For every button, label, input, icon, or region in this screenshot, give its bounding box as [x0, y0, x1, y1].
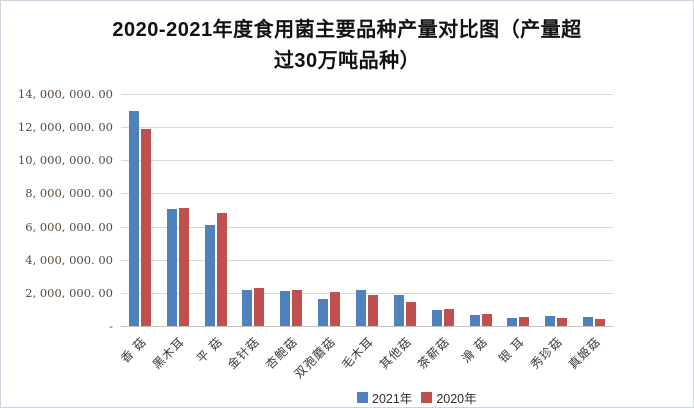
bar — [129, 111, 139, 326]
bar — [595, 319, 605, 326]
bar — [482, 314, 492, 326]
x-axis-label: 双孢蘑菇 — [291, 334, 339, 382]
gridline — [121, 94, 613, 95]
bar — [432, 310, 442, 326]
legend: 2021年 2020年 — [357, 388, 477, 407]
bar — [318, 299, 328, 326]
x-axis-label: 其他菇 — [376, 334, 415, 372]
x-axis-label: 毛木耳 — [338, 334, 377, 372]
gridline — [121, 193, 613, 194]
y-axis-label: 8, 000, 000. 00 — [25, 186, 113, 200]
y-axis-label: 2, 000, 000. 00 — [25, 286, 113, 300]
gridline — [121, 227, 613, 228]
y-axis-label: 14, 000, 000. 00 — [17, 87, 113, 101]
gridline — [121, 260, 613, 261]
bar — [444, 309, 454, 326]
x-axis-label: 黑木耳 — [149, 334, 188, 372]
gridline — [121, 160, 613, 161]
x-axis-label: 平 菇 — [193, 334, 226, 366]
bar — [242, 290, 252, 326]
legend-label: 2021年 — [372, 392, 413, 406]
bar — [507, 318, 517, 326]
gridline — [121, 127, 613, 128]
legend-label: 2020年 — [436, 392, 477, 406]
legend-item: 2020年 — [421, 388, 477, 407]
legend-swatch-icon — [357, 392, 368, 403]
bar — [557, 318, 567, 326]
x-axis-line — [121, 326, 613, 327]
x-axis-label: 秀珍菇 — [527, 334, 566, 372]
chart-title-line2: 过30万吨品种） — [273, 50, 421, 72]
x-axis-label: 金针菇 — [224, 334, 263, 372]
legend-item: 2021年 — [357, 388, 412, 407]
y-axis-label: - — [109, 319, 113, 333]
chart-title-line1: 2020-2021年度食用菌主要品种产量对比图（产量超 — [112, 19, 582, 41]
x-axis-label: 茶薪菇 — [414, 334, 453, 372]
bar — [519, 317, 529, 326]
bar — [254, 288, 264, 326]
y-axis-label: 10, 000, 000. 00 — [17, 153, 113, 167]
bar — [406, 302, 416, 326]
bar — [394, 295, 404, 326]
bar — [583, 317, 593, 326]
gridline — [121, 293, 613, 294]
x-axis-label: 真姬菇 — [565, 334, 604, 372]
bar — [470, 315, 480, 326]
bar — [330, 292, 340, 326]
bar — [356, 290, 366, 326]
bar — [205, 225, 215, 326]
bar — [280, 291, 290, 326]
bar — [167, 209, 177, 326]
bar — [179, 208, 189, 326]
bar — [217, 213, 227, 326]
bar — [545, 316, 555, 326]
x-axis-label: 滑 菇 — [458, 334, 491, 366]
legend-swatch-icon — [421, 392, 433, 403]
y-axis-label: 12, 000, 000. 00 — [17, 120, 113, 134]
bar — [141, 129, 151, 326]
bar — [368, 295, 378, 326]
chart-title: 2020-2021年度食用菌主要品种产量对比图（产量超 过30万吨品种） — [1, 15, 693, 77]
x-axis-label: 香 菇 — [117, 334, 150, 366]
bar — [292, 290, 302, 326]
y-axis-label: 4, 000, 000. 00 — [25, 253, 113, 267]
y-axis-label: 6, 000, 000. 00 — [25, 220, 113, 234]
x-axis-label: 银 耳 — [495, 334, 528, 366]
